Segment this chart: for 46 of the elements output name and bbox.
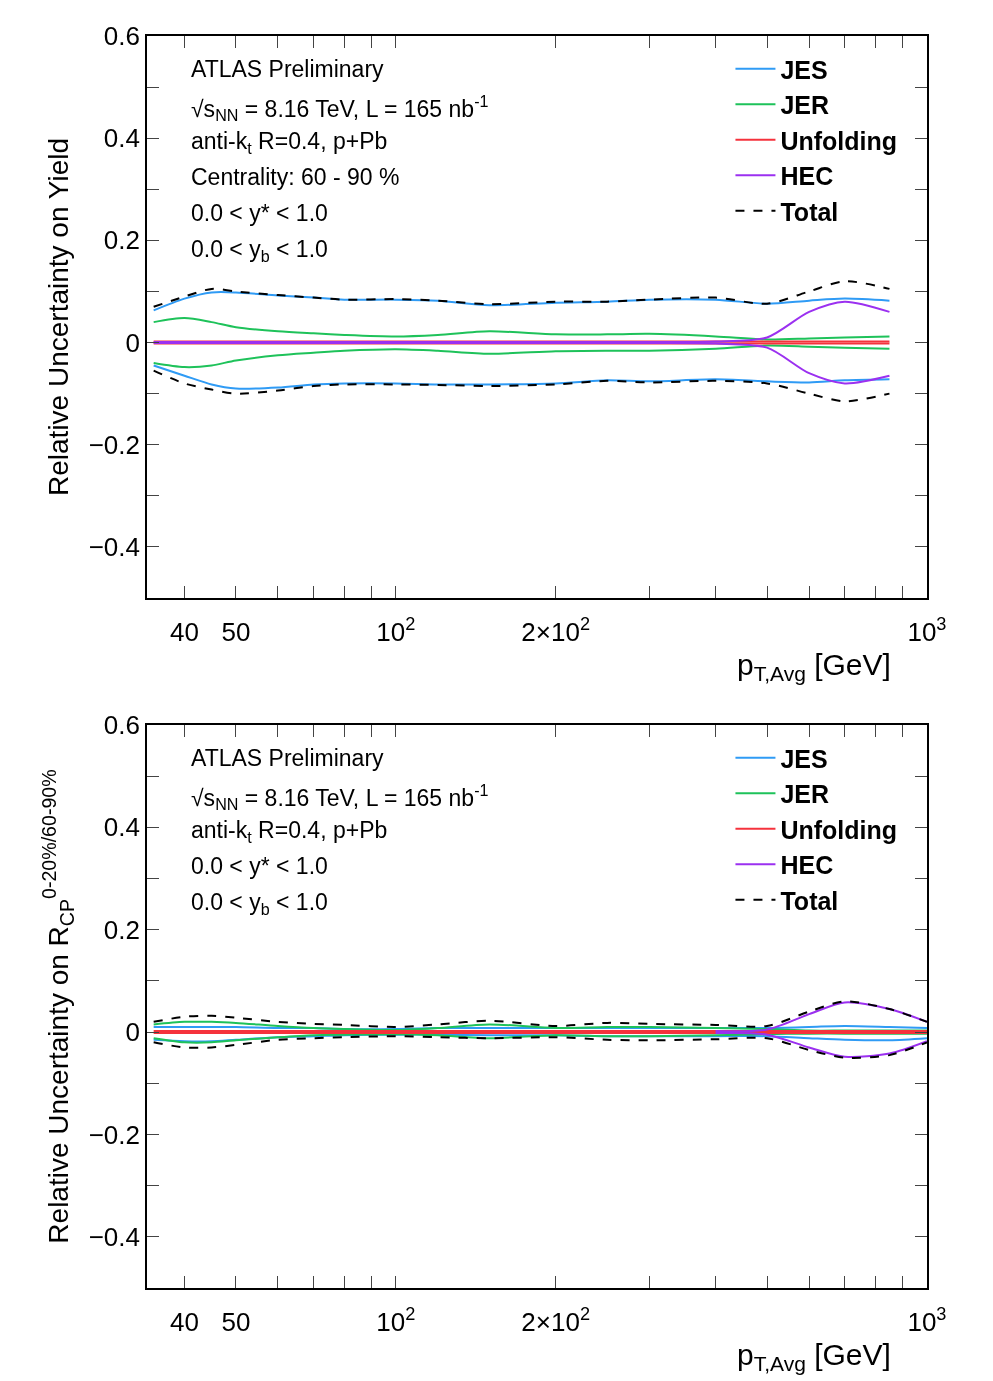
y-tick-label: 0 <box>125 1017 141 1048</box>
y-tick-label: 0.2 <box>103 225 141 256</box>
y-tick-label: −0.4 <box>88 532 141 563</box>
legend-label: Unfolding <box>780 126 898 155</box>
x-tick-label: 40 <box>170 1306 199 1337</box>
y-tick-label: 0.6 <box>103 21 141 52</box>
x-tick-label: 2×10$^{2}$ <box>521 1304 591 1337</box>
annotation: √s$_{NN}$ = 8.16 TeV, L = 165 nb$^{-1}$ <box>191 92 489 125</box>
legend-label: Total <box>780 886 839 915</box>
annotation: 0.0 < y* < 1.0 <box>191 853 328 879</box>
x-axis-title: p$_{T,Avg}$ [GeV] <box>737 1338 891 1376</box>
legend-label: HEC <box>780 162 834 190</box>
x-axis-title: p$_{T,Avg}$ [GeV] <box>737 648 891 686</box>
annotation: Centrality: 60 - 90 % <box>191 164 400 190</box>
legend-label: Total <box>780 197 839 226</box>
annotation: 0.0 < y$_{b}$ < 1.0 <box>191 889 328 918</box>
annotation: 0.0 < y$_{b}$ < 1.0 <box>191 236 328 265</box>
annotation: 0.0 < y* < 1.0 <box>191 200 328 226</box>
x-tick-label: 50 <box>221 1306 251 1337</box>
x-tick-label: 10$^{3}$ <box>907 614 947 647</box>
x-tick-label: 40 <box>170 616 199 647</box>
y-tick-label: −0.2 <box>88 1119 141 1150</box>
legend-label: Unfolding <box>780 815 898 844</box>
legend-label: JER <box>780 91 830 119</box>
y-tick-label: 0.4 <box>103 123 141 154</box>
legend-label: JES <box>780 744 828 773</box>
y-tick-label: −0.2 <box>88 429 141 460</box>
annotation: √s$_{NN}$ = 8.16 TeV, L = 165 nb$^{-1}$ <box>191 781 489 814</box>
y-axis-title: Relative Uncertainty on Yield <box>42 138 74 496</box>
y-tick-label: −0.4 <box>88 1221 141 1252</box>
annotation: ATLAS Preliminary <box>191 56 385 82</box>
legend-label: JES <box>780 55 828 84</box>
annotation: ATLAS Preliminary <box>191 745 385 771</box>
y-tick-label: 0 <box>125 327 141 358</box>
y-tick-label: 0.4 <box>103 812 141 843</box>
x-tick-label: 10$^{2}$ <box>376 1304 416 1337</box>
annotation: anti-k$_{t}$ R=0.4, p+Pb <box>191 817 388 846</box>
y-tick-label: 0.6 <box>103 710 141 741</box>
legend-label: JER <box>780 780 830 808</box>
x-tick-label: 10$^{2}$ <box>376 614 416 647</box>
x-tick-label: 2×10$^{2}$ <box>521 614 591 647</box>
x-tick-label: 10$^{3}$ <box>907 1304 947 1337</box>
legend-label: HEC <box>780 851 834 879</box>
y-tick-label: 0.2 <box>103 914 141 945</box>
annotation: anti-k$_{t}$ R=0.4, p+Pb <box>191 128 388 157</box>
x-tick-label: 50 <box>221 616 251 647</box>
